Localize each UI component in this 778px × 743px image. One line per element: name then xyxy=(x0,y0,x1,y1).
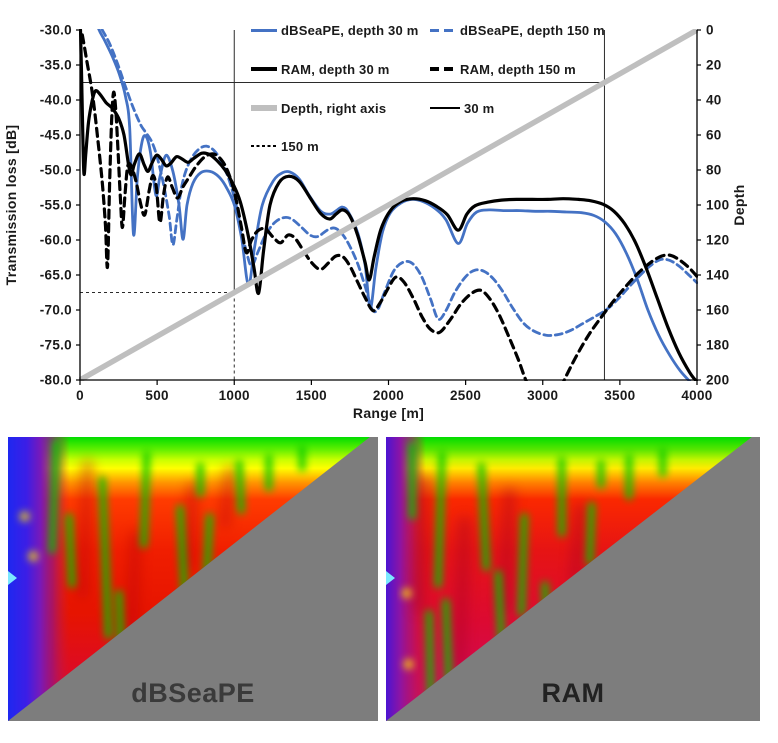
svg-text:-45.0: -45.0 xyxy=(40,128,72,143)
svg-text:80: 80 xyxy=(706,163,722,178)
yellow-spots xyxy=(19,511,39,562)
heatmap-dbseape xyxy=(8,437,378,721)
svg-text:-65.0: -65.0 xyxy=(40,268,72,283)
heatmap-label-ram: RAM xyxy=(541,678,605,708)
heatmap-ram xyxy=(386,437,760,721)
svg-text:3500: 3500 xyxy=(604,388,635,403)
heatmap-label-dbseape: dBSeaPE xyxy=(131,678,255,708)
svg-text:-30.0: -30.0 xyxy=(40,23,72,38)
svg-text:0: 0 xyxy=(706,23,714,38)
source-depth-marker xyxy=(8,571,17,585)
seabed-wedge xyxy=(386,437,760,721)
svg-text:60: 60 xyxy=(706,128,722,143)
svg-text:160: 160 xyxy=(706,303,729,318)
svg-text:2000: 2000 xyxy=(373,388,404,403)
svg-text:20: 20 xyxy=(706,58,722,73)
svg-text:-55.0: -55.0 xyxy=(40,198,72,213)
svg-text:2500: 2500 xyxy=(450,388,481,403)
svg-text:140: 140 xyxy=(706,268,729,283)
svg-text:180: 180 xyxy=(706,338,729,353)
svg-text:-60.0: -60.0 xyxy=(40,233,72,248)
green-interference-streaks xyxy=(408,442,667,711)
series-depth-right-axis xyxy=(79,29,698,381)
svg-text:0: 0 xyxy=(76,388,84,403)
svg-text:-80.0: -80.0 xyxy=(40,373,72,388)
svg-text:120: 120 xyxy=(706,233,729,248)
x-axis-title: Range [m] xyxy=(353,405,424,421)
heatmap-row: dBSeaPE RAM xyxy=(0,437,778,722)
svg-text:4000: 4000 xyxy=(681,388,712,403)
near-source-band xyxy=(8,437,70,721)
reference-lines xyxy=(80,30,605,380)
right-axis-title: Depth xyxy=(731,184,747,225)
svg-text:-40.0: -40.0 xyxy=(40,93,72,108)
svg-text:1000: 1000 xyxy=(219,388,250,403)
svg-text:-35.0: -35.0 xyxy=(40,58,72,73)
svg-text:500: 500 xyxy=(145,388,168,403)
svg-text:-75.0: -75.0 xyxy=(40,338,72,353)
dark-interference-streaks xyxy=(412,473,587,671)
left-axis-title: Transmission loss [dB] xyxy=(3,125,19,286)
yellow-spots xyxy=(401,588,414,670)
svg-text:3000: 3000 xyxy=(527,388,558,403)
series-dbseape-depth-150-m xyxy=(100,29,698,337)
heatmap-panel-ram: RAM xyxy=(386,437,760,721)
svg-text:200: 200 xyxy=(706,373,729,388)
source-depth-marker xyxy=(386,571,395,585)
svg-text:40: 40 xyxy=(706,93,722,108)
series-ram-depth-150-m xyxy=(80,33,698,381)
seabed-wedge xyxy=(8,437,378,721)
svg-text:100: 100 xyxy=(706,198,729,213)
svg-text:-70.0: -70.0 xyxy=(40,303,72,318)
svg-text:-50.0: -50.0 xyxy=(40,163,72,178)
svg-text:1500: 1500 xyxy=(296,388,327,403)
transmission-loss-chart: -30.0 -35.0 -40.0 -45.0 -50.0 -55.0 -60.0 -65.0… xyxy=(3,23,747,422)
heatmap-panel-dbseape: dBSeaPE xyxy=(8,437,378,721)
